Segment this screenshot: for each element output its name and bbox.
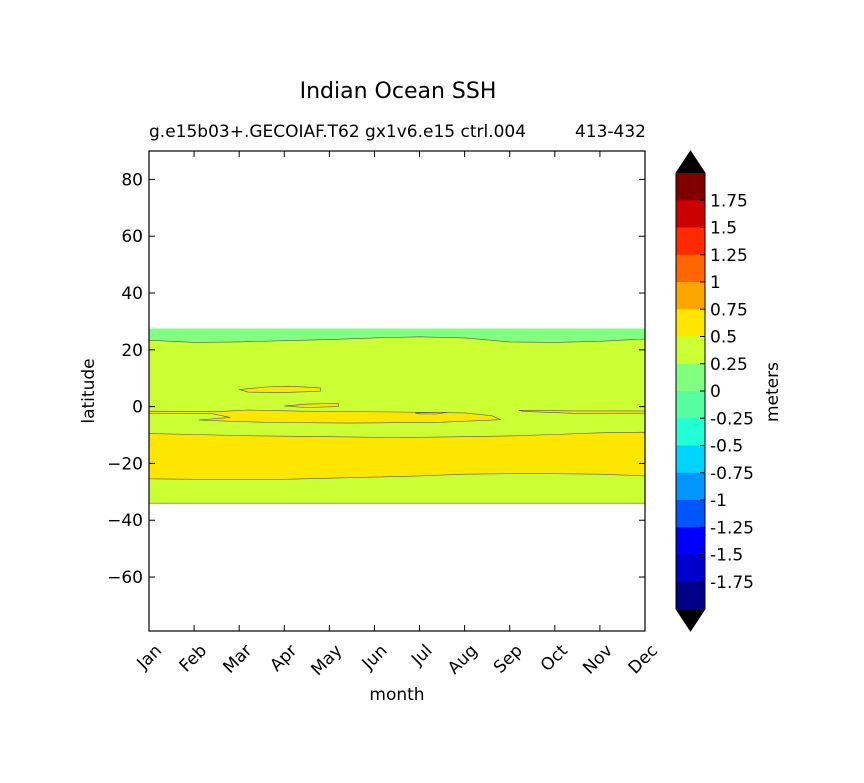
y-axis-label: latitude [79, 358, 99, 423]
colorbar-segment [676, 391, 705, 419]
colorbar-segment [676, 363, 705, 392]
colorbar-tick-label: -0.5 [710, 437, 743, 457]
contour-feature-5 [414, 412, 447, 415]
y-tick-label: 20 [121, 341, 143, 361]
colorbar-extend-min [676, 609, 705, 631]
colorbar-segment [676, 336, 705, 365]
colorbar-tick-label: -1 [710, 491, 727, 511]
y-tick-label: −60 [107, 568, 143, 588]
colorbar-label: meters [763, 362, 783, 422]
contour-feature-3 [284, 403, 339, 408]
colorbar-segment [676, 527, 705, 555]
colorbar-segment [676, 173, 705, 201]
contour-feature-2 [239, 385, 321, 393]
colorbar-tick-label: 0.5 [710, 328, 737, 348]
y-tick-label: 0 [132, 398, 143, 418]
x-axis-label: month [369, 685, 424, 705]
colorbar-tick-label: -1.25 [710, 518, 754, 538]
colorbar-segment [676, 472, 705, 501]
colorbar-segment [676, 554, 705, 583]
colorbar-tick-label: -0.25 [710, 409, 754, 429]
y-axis: 80 60 40 20 0 −20 −40 −60 [107, 170, 645, 588]
contour-blob-group [149, 385, 645, 424]
chart-title: Indian Ocean SSH [300, 79, 497, 104]
contour-region-3 [149, 431, 645, 480]
colorbar-segment [676, 581, 705, 610]
colorbar-tick-label: 0.75 [710, 300, 748, 320]
contour-feature-1 [149, 409, 501, 424]
colorbar-tick-label: 1.75 [710, 191, 748, 211]
colorbar: 1.75 1.5 1.25 1 0.75 0.5 0.25 0 -0.25 -0.5 -0.75 -1… [675, 150, 754, 632]
colorbar-segment [676, 200, 705, 228]
y-tick-label: 40 [121, 284, 143, 304]
colorbar-tick-label: 1.25 [710, 246, 748, 266]
chart-subtitle-years: 413-432 [575, 122, 646, 142]
colorbar-tick-label: -1.5 [710, 546, 743, 566]
colorbar-tick-label: 1.5 [710, 219, 737, 239]
colorbar-segment [676, 227, 705, 256]
colorbar-tick-label: 1 [710, 273, 721, 293]
colorbar-segment [676, 500, 705, 528]
chart-subtitle: g.e15b03+.GECOIAF.T62 gx1v6.e15 ctrl.004 [149, 122, 526, 142]
y-tick-label: −40 [107, 511, 143, 531]
colorbar-extend-max [676, 151, 705, 173]
colorbar-outline [675, 150, 706, 632]
colorbar-tick-label: 0 [710, 382, 721, 402]
colorbar-tick-label: 0.25 [710, 355, 748, 375]
contour-feature-4 [518, 410, 645, 414]
colorbar-tick-label: -0.75 [710, 464, 754, 484]
colorbar-segment [676, 282, 705, 310]
colorbar-segment [676, 445, 705, 474]
plot-frame [148, 150, 646, 632]
y-tick-label: 80 [121, 170, 143, 190]
y-tick-label: −20 [107, 454, 143, 474]
colorbar-segment [676, 309, 705, 337]
colorbar-segment [676, 418, 705, 446]
y-tick-label: 60 [121, 227, 143, 247]
colorbar-tick-label: -1.75 [710, 573, 754, 593]
colorbar-segment [676, 254, 705, 283]
